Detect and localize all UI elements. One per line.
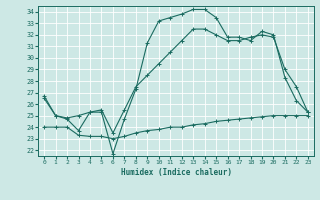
X-axis label: Humidex (Indice chaleur): Humidex (Indice chaleur) (121, 168, 231, 177)
